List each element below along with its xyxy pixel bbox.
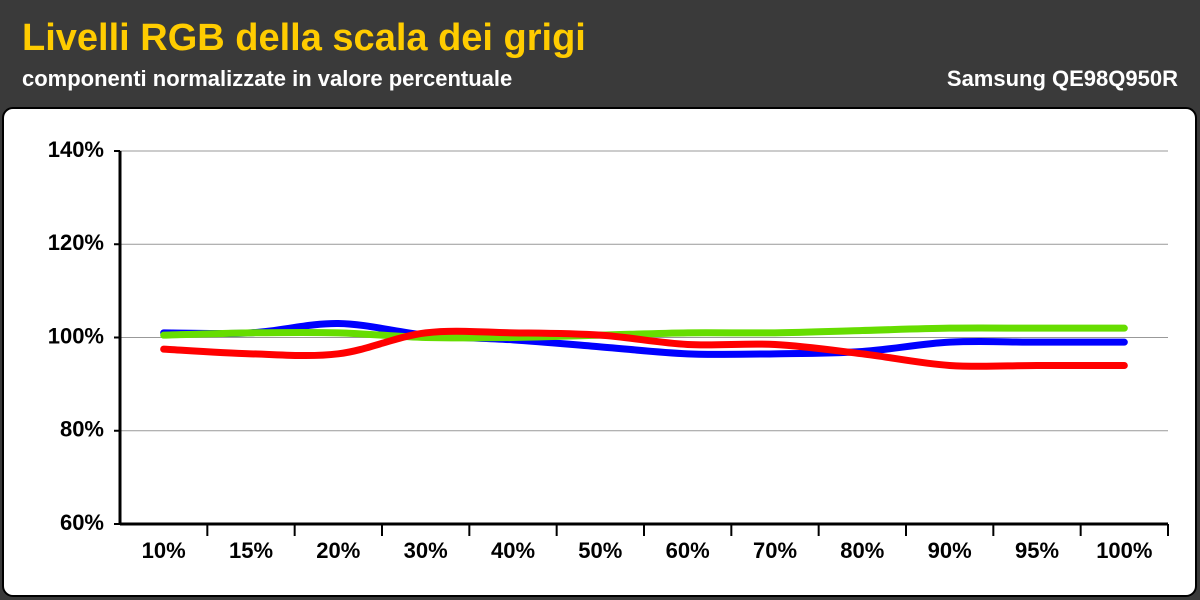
- series-line: [160, 320, 1128, 358]
- x-tick-label: 50%: [578, 538, 622, 563]
- series-line: [160, 324, 1128, 342]
- y-tick-label: 100%: [48, 323, 104, 348]
- chart-subtitle: componenti normalizzate in valore percen…: [22, 66, 512, 91]
- y-tick-label: 140%: [48, 137, 104, 162]
- series-line: [160, 327, 1128, 370]
- annotation: Samsung QE98Q950R: [947, 66, 1178, 91]
- y-tick-label: 120%: [48, 230, 104, 255]
- x-tick-label: 100%: [1096, 538, 1152, 563]
- x-tick-label: 95%: [1015, 538, 1059, 563]
- x-tick-label: 70%: [753, 538, 797, 563]
- plot-panel: [2, 107, 1197, 597]
- x-tick-label: 15%: [229, 538, 273, 563]
- x-tick-label: 60%: [666, 538, 710, 563]
- y-tick-label: 80%: [60, 417, 104, 442]
- x-tick-label: 20%: [316, 538, 360, 563]
- x-tick-label: 40%: [491, 538, 535, 563]
- y-tick-label: 60%: [60, 510, 104, 535]
- x-tick-label: 90%: [928, 538, 972, 563]
- chart-title: Livelli RGB della scala dei grigi: [22, 17, 586, 59]
- x-tick-label: 30%: [404, 538, 448, 563]
- x-tick-label: 10%: [142, 538, 186, 563]
- x-tick-label: 80%: [840, 538, 884, 563]
